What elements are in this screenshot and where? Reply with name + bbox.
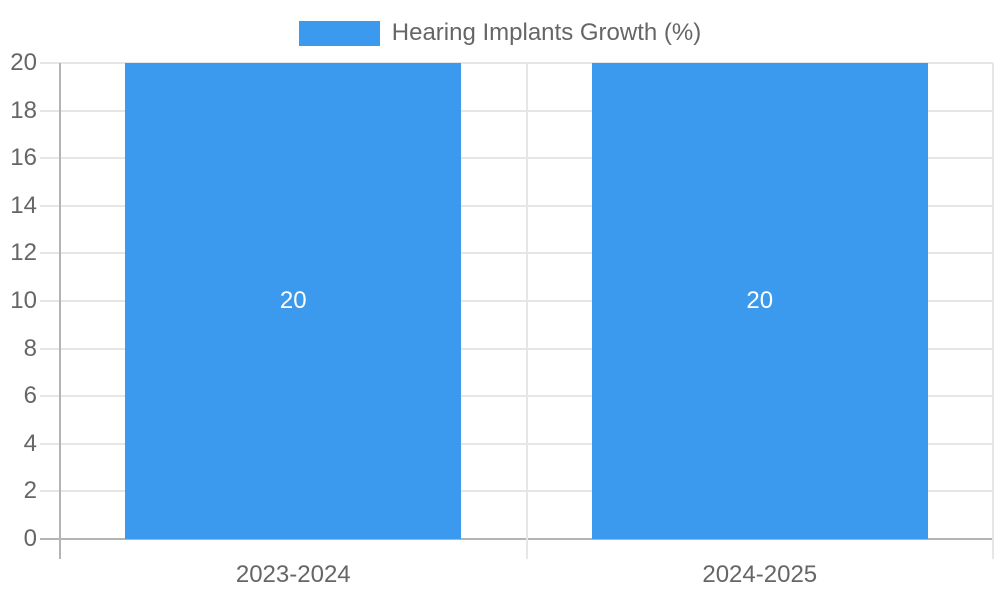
x-axis-line xyxy=(40,538,993,540)
y-gridline xyxy=(40,252,993,255)
y-tick-label: 6 xyxy=(23,382,37,410)
y-tick-label: 18 xyxy=(10,96,37,124)
x-tick-label: 2023-2024 xyxy=(235,561,351,588)
bar-2023-2024[interactable] xyxy=(125,63,462,539)
y-tick-label: 10 xyxy=(10,287,37,314)
y-gridline xyxy=(40,490,993,493)
y-gridline xyxy=(40,442,993,445)
y-gridline xyxy=(40,204,993,207)
plot-area: 20 2023-2024 20 2024-2025 xyxy=(40,62,994,588)
y-tick-label: 14 xyxy=(10,191,37,219)
y-tick-label: 0 xyxy=(23,525,37,552)
bar-2024-2025[interactable] xyxy=(591,63,928,539)
bar-value-label: 20 xyxy=(279,287,307,314)
y-tick-label: 20 xyxy=(10,49,37,76)
legend: Hearing Implants Growth (%) xyxy=(0,19,1000,47)
y-gridline xyxy=(40,62,993,64)
y-tick-label: 8 xyxy=(23,334,37,362)
bar-value-label: 20 xyxy=(746,287,774,314)
x-gridline xyxy=(525,63,528,559)
y-axis: 0 2 4 6 8 10 12 14 16 18 20 xyxy=(0,49,37,552)
legend-swatch[interactable] xyxy=(298,20,380,46)
y-gridline xyxy=(40,347,993,350)
y-gridline xyxy=(40,300,993,302)
y-tick-label: 4 xyxy=(23,429,37,457)
x-gridline xyxy=(992,63,994,559)
y-axis-line xyxy=(59,63,61,559)
legend-label[interactable]: Hearing Implants Growth (%) xyxy=(391,19,702,46)
x-tick-label: 2024-2025 xyxy=(702,561,818,588)
y-gridline xyxy=(40,395,993,398)
y-gridline xyxy=(40,157,993,160)
y-tick-label: 16 xyxy=(10,144,37,172)
y-tick-label: 12 xyxy=(10,239,37,267)
y-tick-label: 2 xyxy=(23,477,37,505)
y-gridline xyxy=(40,109,993,112)
